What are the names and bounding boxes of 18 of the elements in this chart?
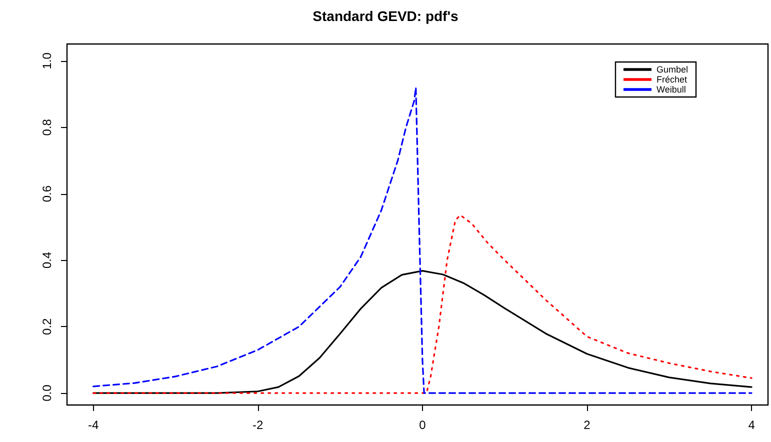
line-series [92, 214, 752, 394]
y-tick-label: 0.4 [40, 252, 54, 269]
line-series [92, 86, 752, 394]
y-tick-label: 1.0 [40, 52, 54, 70]
x-tick-label: 2 [584, 418, 591, 432]
legend-label: Fréchet [656, 74, 688, 84]
x-tick-label: -4 [88, 418, 99, 432]
x-tick-label: 0 [419, 418, 426, 432]
legend-label: Gumbel [656, 64, 688, 74]
chart-title: Standard GEVD: pdf's [312, 8, 459, 24]
line-series [92, 270, 752, 394]
y-tick-label: 0.0 [40, 384, 54, 402]
x-tick-label: -2 [252, 418, 264, 432]
x-tick-label: 4 [748, 418, 756, 432]
y-tick-label: 0.8 [40, 118, 54, 136]
legend-label: Weibull [656, 84, 686, 94]
y-tick-label: 0.2 [40, 318, 54, 335]
y-tick-label: 0.6 [40, 185, 54, 202]
